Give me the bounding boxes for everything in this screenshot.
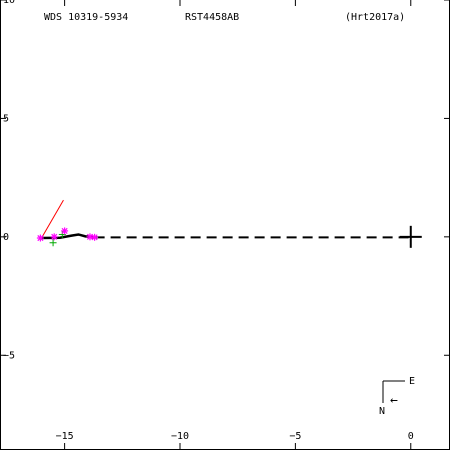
observation-point-green	[58, 230, 66, 238]
observation-point-magenta	[50, 233, 58, 241]
x-axis-ticks: −15 −10 −5 0	[56, 0, 414, 449]
x-tick-label: −15	[56, 431, 74, 442]
x-tick-label: −10	[171, 431, 189, 442]
header-wds-label: WDS 10319-5934	[44, 12, 128, 23]
y-tick-label: 5	[3, 113, 9, 124]
observation-point-magenta	[36, 234, 44, 242]
residual-line	[41, 199, 64, 239]
observation-point-magenta-d2	[37, 234, 44, 242]
observation-point-green	[49, 239, 57, 247]
observation-point-magenta-d2	[51, 233, 58, 240]
observation-point-magenta	[61, 227, 69, 235]
compass-arrow: ←	[390, 393, 398, 408]
observation-point-magenta	[91, 233, 99, 241]
y-tick-label: 10	[3, 0, 15, 6]
header-reference-label: (Hrt2017a)	[345, 12, 405, 23]
compass: E N ←	[379, 376, 415, 417]
observation-point-magenta-d2	[91, 234, 98, 241]
x-tick-label: 0	[408, 431, 414, 442]
data-series	[36, 199, 422, 248]
y-tick-label: −5	[3, 350, 15, 361]
compass-north-label: N	[379, 406, 385, 417]
compass-east-label: E	[409, 376, 415, 387]
primary-star-marker	[399, 225, 422, 248]
y-axis-ticks: 10 5 0 −5	[1, 0, 449, 361]
x-tick-label: −5	[289, 431, 301, 442]
header-component-label: RST4458AB	[185, 12, 239, 23]
observation-point-magenta-d2	[61, 227, 68, 234]
y-tick-label: 0	[3, 232, 9, 243]
